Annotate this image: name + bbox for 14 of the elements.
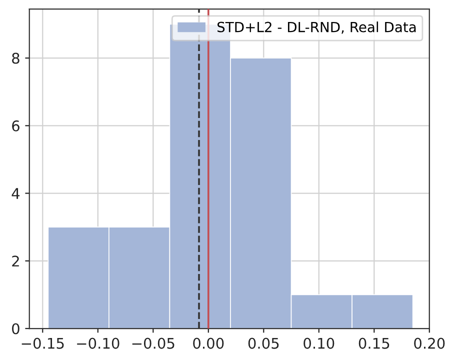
y-tick-label: 6 xyxy=(12,120,20,132)
y-tick-label: 4 xyxy=(12,188,20,199)
x-tick-label: −0.10 xyxy=(77,338,120,349)
x-tick-label: −0.05 xyxy=(132,338,174,349)
legend-label: STD+L2 - DL-RND, Real Data xyxy=(217,22,416,34)
x-tick-label: 0.05 xyxy=(248,338,279,349)
y-tick-label: 2 xyxy=(12,256,19,266)
x-tick-label: 0.10 xyxy=(304,338,334,349)
y-tick-label: 8 xyxy=(12,52,20,64)
y-tick-label: 0 xyxy=(12,323,20,334)
x-tick-label: 0.00 xyxy=(193,338,224,349)
x-tick-label: −0.15 xyxy=(22,338,64,349)
x-tick-label: 0.20 xyxy=(414,338,445,349)
x-tick-label: 0.15 xyxy=(358,338,390,349)
